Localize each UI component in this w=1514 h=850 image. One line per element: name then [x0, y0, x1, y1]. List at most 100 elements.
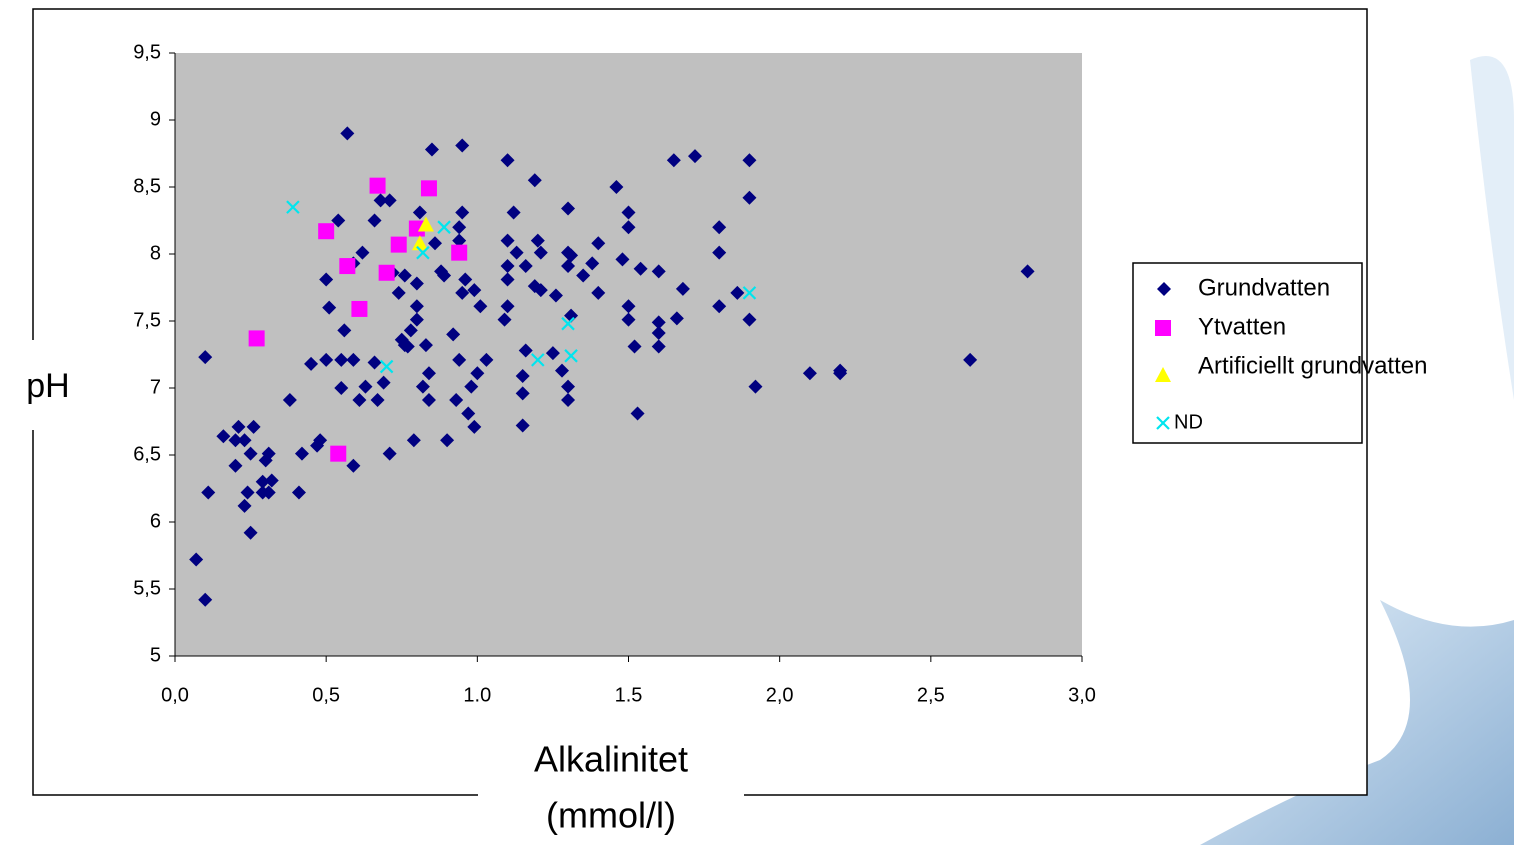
data-point [458, 272, 473, 287]
data-point [500, 233, 515, 248]
plot-area [175, 53, 1082, 656]
data-point [378, 264, 395, 281]
x-tick-label: 2,5 [917, 684, 945, 706]
data-point [319, 352, 334, 367]
data-point [730, 285, 745, 300]
data-point [421, 393, 436, 408]
data-point [742, 286, 757, 300]
data-point [382, 193, 397, 208]
legend-marker [1157, 282, 1171, 296]
data-point [243, 446, 258, 461]
data-point [379, 359, 394, 374]
data-point [319, 272, 334, 287]
data-point [449, 393, 464, 408]
data-point [651, 339, 666, 354]
data-point [313, 433, 328, 448]
data-point [455, 138, 470, 153]
legend-marker [1155, 320, 1171, 336]
data-point [403, 323, 418, 338]
legend-marker [1156, 416, 1170, 430]
data-point [464, 379, 479, 394]
data-point [621, 312, 636, 327]
data-point [452, 233, 467, 248]
data-point [591, 236, 606, 251]
data-point [554, 363, 569, 378]
data-point [527, 173, 542, 188]
data-point [367, 213, 382, 228]
data-point [421, 366, 436, 381]
data-point [1020, 264, 1035, 279]
data-point [346, 458, 361, 473]
data-point [391, 285, 406, 300]
data-point [286, 200, 300, 214]
data-point [198, 592, 213, 607]
data-point [675, 281, 690, 296]
label-bg [10, 340, 80, 430]
data-point [742, 312, 757, 327]
data-point [216, 429, 231, 444]
data-point [451, 244, 468, 261]
data-point [228, 433, 243, 448]
data-point [331, 213, 346, 228]
data-point [500, 299, 515, 314]
data-point [621, 299, 636, 314]
data-point [515, 418, 530, 433]
x-axis-title: (mmol/l) [546, 795, 676, 836]
data-point [455, 285, 470, 300]
data-point [576, 268, 591, 283]
data-point [382, 446, 397, 461]
data-point [282, 393, 297, 408]
y-tick-label: 9 [150, 108, 161, 130]
data-point [500, 259, 515, 274]
data-point [352, 393, 367, 408]
data-point [322, 300, 337, 315]
data-point [742, 190, 757, 205]
data-point [742, 153, 757, 168]
data-point [609, 180, 624, 194]
data-point [712, 245, 727, 260]
legend-label: ND [1174, 411, 1203, 433]
data-point [630, 406, 645, 421]
data-point [358, 379, 373, 394]
data-point [666, 153, 681, 168]
data-point [561, 201, 576, 216]
data-point [633, 261, 648, 276]
data-point [228, 458, 243, 473]
data-point [515, 386, 530, 401]
data-point [963, 352, 978, 367]
y-tick-label: 8,5 [133, 175, 161, 197]
y-tick-label: 7,5 [133, 309, 161, 331]
decoration [1200, 600, 1514, 845]
data-point [261, 446, 276, 461]
data-point [564, 308, 579, 323]
y-tick-label: 8 [150, 242, 161, 264]
data-point [669, 311, 684, 326]
data-point [479, 352, 494, 367]
x-tick-label: 1.0 [463, 684, 491, 706]
data-point [452, 220, 467, 235]
data-point [627, 339, 642, 354]
data-point [473, 299, 488, 314]
data-point [264, 473, 279, 488]
data-point [376, 375, 391, 390]
data-point [564, 349, 578, 363]
data-point [621, 220, 636, 235]
data-point [304, 356, 319, 371]
data-point [564, 248, 579, 263]
data-point [467, 419, 482, 434]
data-point [420, 180, 437, 197]
data-point [470, 366, 485, 381]
label-bg [478, 735, 744, 845]
data-point [533, 245, 548, 260]
data-point [198, 350, 213, 365]
data-point [424, 142, 439, 157]
data-point [237, 433, 252, 448]
data-point [291, 485, 306, 500]
x-tick-label: 2,0 [766, 684, 794, 706]
y-tick-label: 7 [150, 376, 161, 398]
y-axis-title: pH [26, 367, 69, 405]
data-point [231, 419, 246, 434]
data-point [561, 316, 575, 331]
